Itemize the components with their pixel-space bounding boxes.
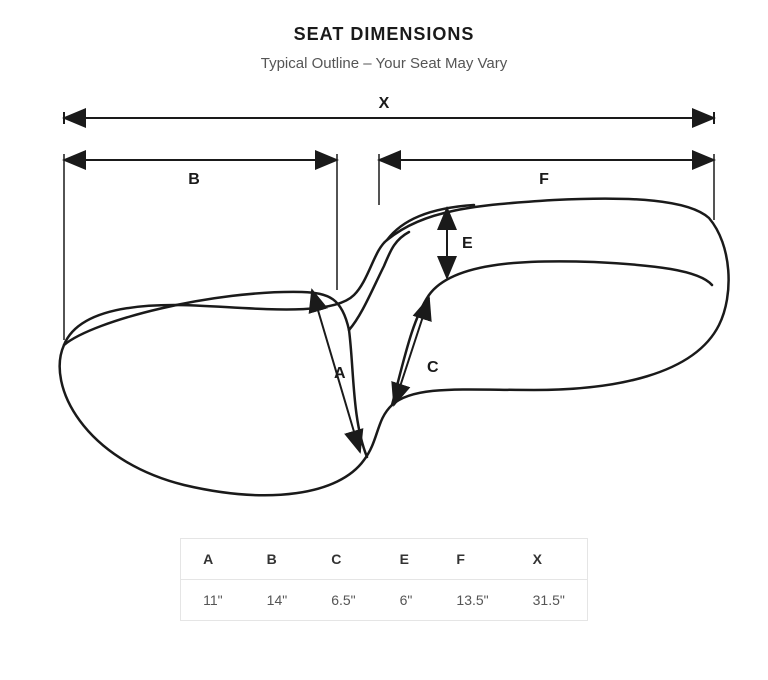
col-header: C xyxy=(309,539,377,580)
cell: 14" xyxy=(245,580,310,621)
cell: 6" xyxy=(378,580,435,621)
cell: 31.5" xyxy=(511,580,588,621)
dimensions-table: A B C E F X 11" 14" 6.5" 6" 13.5" 31.5" xyxy=(180,538,588,621)
page-subtitle: Typical Outline – Your Seat May Vary xyxy=(0,55,768,72)
dimensions-table-container: A B C E F X 11" 14" 6.5" 6" 13.5" 31.5" xyxy=(0,538,768,621)
dimension-e: E xyxy=(447,208,473,278)
col-header: F xyxy=(434,539,510,580)
diagram-container: X B F xyxy=(0,90,768,520)
table-row: 11" 14" 6.5" 6" 13.5" 31.5" xyxy=(181,580,588,621)
col-header: X xyxy=(511,539,588,580)
label-a: A xyxy=(334,365,346,382)
label-c: C xyxy=(427,359,439,376)
label-e: E xyxy=(462,235,473,252)
table-header-row: A B C E F X xyxy=(181,539,588,580)
dimension-x: X xyxy=(64,95,714,124)
col-header: B xyxy=(245,539,310,580)
seat-outline xyxy=(60,199,729,496)
seat-dimensions-diagram: X B F xyxy=(34,90,734,520)
dimension-f: F xyxy=(379,154,714,220)
cell: 6.5" xyxy=(309,580,377,621)
label-x: X xyxy=(379,95,390,112)
dimension-c: C xyxy=(394,298,439,405)
col-header: E xyxy=(378,539,435,580)
page-title: SEAT DIMENSIONS xyxy=(0,0,768,45)
cell: 13.5" xyxy=(434,580,510,621)
label-f: F xyxy=(539,171,549,188)
label-b: B xyxy=(188,171,200,188)
cell: 11" xyxy=(181,580,245,621)
col-header: A xyxy=(181,539,245,580)
